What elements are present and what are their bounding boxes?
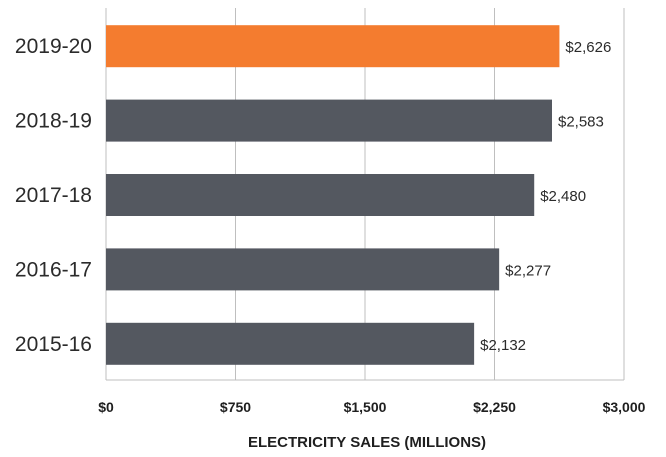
- x-tick-labels: $0 $750 $1,500 $2,250 $3,000: [98, 399, 645, 415]
- value-label: $2,277: [505, 262, 551, 279]
- value-labels: $2,626 $2,583 $2,480 $2,277 $2,132: [480, 39, 611, 354]
- bars: [106, 25, 560, 365]
- category-label: 2019-20: [15, 35, 92, 58]
- value-label: $2,626: [565, 39, 611, 56]
- value-label: $2,132: [480, 337, 526, 354]
- x-tick-label: $750: [220, 399, 251, 415]
- category-label: 2018-19: [15, 110, 92, 133]
- category-label: 2015-16: [15, 333, 92, 356]
- x-tick-label: $2,250: [473, 399, 516, 415]
- bar-2018-19: [106, 99, 552, 142]
- category-label: 2016-17: [15, 258, 92, 281]
- x-tick-label: $3,000: [603, 399, 646, 415]
- x-tick-label: $0: [98, 399, 114, 415]
- bar-2019-20: [106, 25, 560, 68]
- x-tick-label: $1,500: [344, 399, 387, 415]
- bar-2016-17: [106, 248, 500, 291]
- bar-2015-16: [106, 322, 475, 365]
- category-label: 2017-18: [15, 184, 92, 207]
- x-axis-title: ELECTRICITY SALES (MILLIONS): [248, 434, 486, 451]
- bar-2017-18: [106, 174, 535, 216]
- category-labels: 2019-20 2018-19 2017-18 2016-17 2015-16: [15, 35, 92, 356]
- value-label: $2,583: [558, 114, 604, 131]
- value-label: $2,480: [540, 188, 586, 205]
